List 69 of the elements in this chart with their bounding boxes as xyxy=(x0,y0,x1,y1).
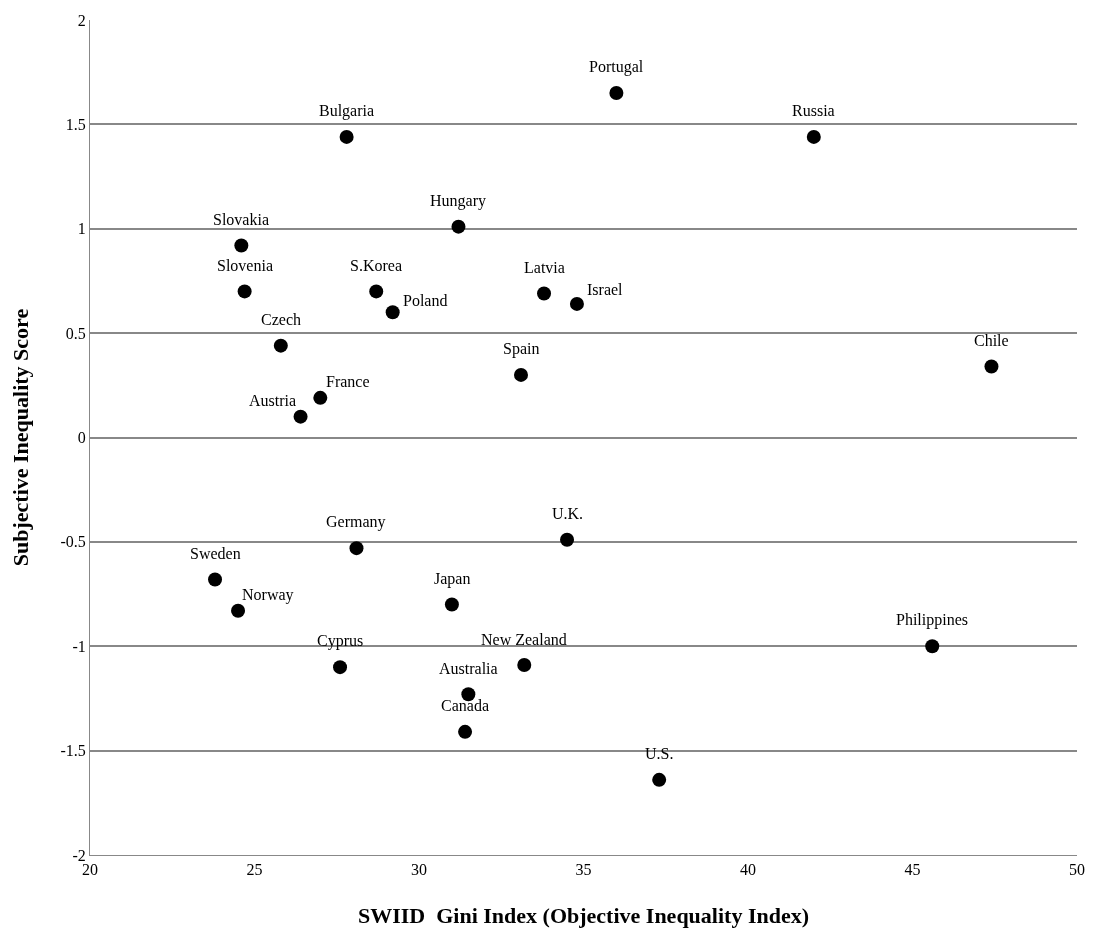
x-tick-label: 35 xyxy=(575,861,592,879)
y-tick-label: -2 xyxy=(72,846,86,864)
x-tick-label: 40 xyxy=(740,861,756,879)
annotation: Portugal xyxy=(589,58,644,76)
y-tick-label: 2 xyxy=(77,11,86,29)
point xyxy=(339,129,354,144)
annotation: Japan xyxy=(434,570,471,588)
annotation: U.K. xyxy=(552,505,584,522)
y-tick-label: 0.5 xyxy=(65,324,86,342)
point xyxy=(293,409,308,424)
x-tick-label: 30 xyxy=(411,861,427,879)
annotation: Australia xyxy=(439,660,498,677)
annotation: Norway xyxy=(242,586,294,604)
y-tick-label: -0.5 xyxy=(60,533,86,551)
annotation: Slovakia xyxy=(213,211,269,228)
y-tick-label: 1 xyxy=(77,220,86,238)
y-tick-label: 1.5 xyxy=(65,115,86,133)
annotation: Czech xyxy=(261,311,301,328)
annotation: Philippines xyxy=(896,611,969,629)
annotation: Israel xyxy=(587,281,624,298)
annotation: Canada xyxy=(441,697,489,714)
annotation: Spain xyxy=(503,340,540,358)
annotation: Cyprus xyxy=(317,632,364,650)
y-axis-title: Subjective Inequality Score xyxy=(8,308,34,567)
point xyxy=(984,359,999,374)
annotation: Slovenia xyxy=(217,257,273,274)
point xyxy=(458,724,473,739)
annotation: Hungary xyxy=(430,192,486,210)
point xyxy=(444,597,459,612)
annotation: S.Korea xyxy=(350,257,402,274)
annotation: Sweden xyxy=(190,545,241,562)
point xyxy=(234,238,249,253)
annotation: New Zealand xyxy=(481,631,567,648)
point xyxy=(451,219,466,234)
annotation: Poland xyxy=(403,292,448,309)
x-axis-title: SWIID Gini Index (Objective Inequality Index) xyxy=(357,903,810,929)
x-tick-label: 45 xyxy=(904,861,921,879)
annotation: Russia xyxy=(792,102,835,119)
point xyxy=(349,541,364,556)
point xyxy=(369,284,384,299)
annotation: Austria xyxy=(249,392,297,409)
point xyxy=(517,658,532,673)
point xyxy=(273,338,288,353)
point xyxy=(652,772,667,787)
point xyxy=(514,367,528,382)
annotation: Bulgaria xyxy=(319,102,375,120)
annotation: Latvia xyxy=(524,259,565,276)
x-tick-label: 25 xyxy=(246,861,263,879)
point xyxy=(237,284,252,299)
y-tick-label: -1.5 xyxy=(60,742,86,760)
point xyxy=(925,639,940,654)
annotation: U.S. xyxy=(645,745,674,762)
point xyxy=(231,603,246,618)
y-tick-label: -1 xyxy=(72,637,86,655)
point xyxy=(385,305,400,320)
point xyxy=(313,390,328,405)
point xyxy=(560,532,575,547)
point xyxy=(333,660,348,675)
point xyxy=(806,129,821,144)
point xyxy=(537,286,552,301)
annotation: Chile xyxy=(974,332,1009,349)
point xyxy=(208,572,223,587)
annotation: Germany xyxy=(326,513,386,531)
point xyxy=(609,86,624,101)
x-tick-label: 50 xyxy=(1069,861,1085,879)
annotation: France xyxy=(326,373,370,390)
y-tick-label: 0 xyxy=(77,429,86,447)
x-tick-label: 20 xyxy=(82,861,98,879)
point xyxy=(569,296,584,311)
